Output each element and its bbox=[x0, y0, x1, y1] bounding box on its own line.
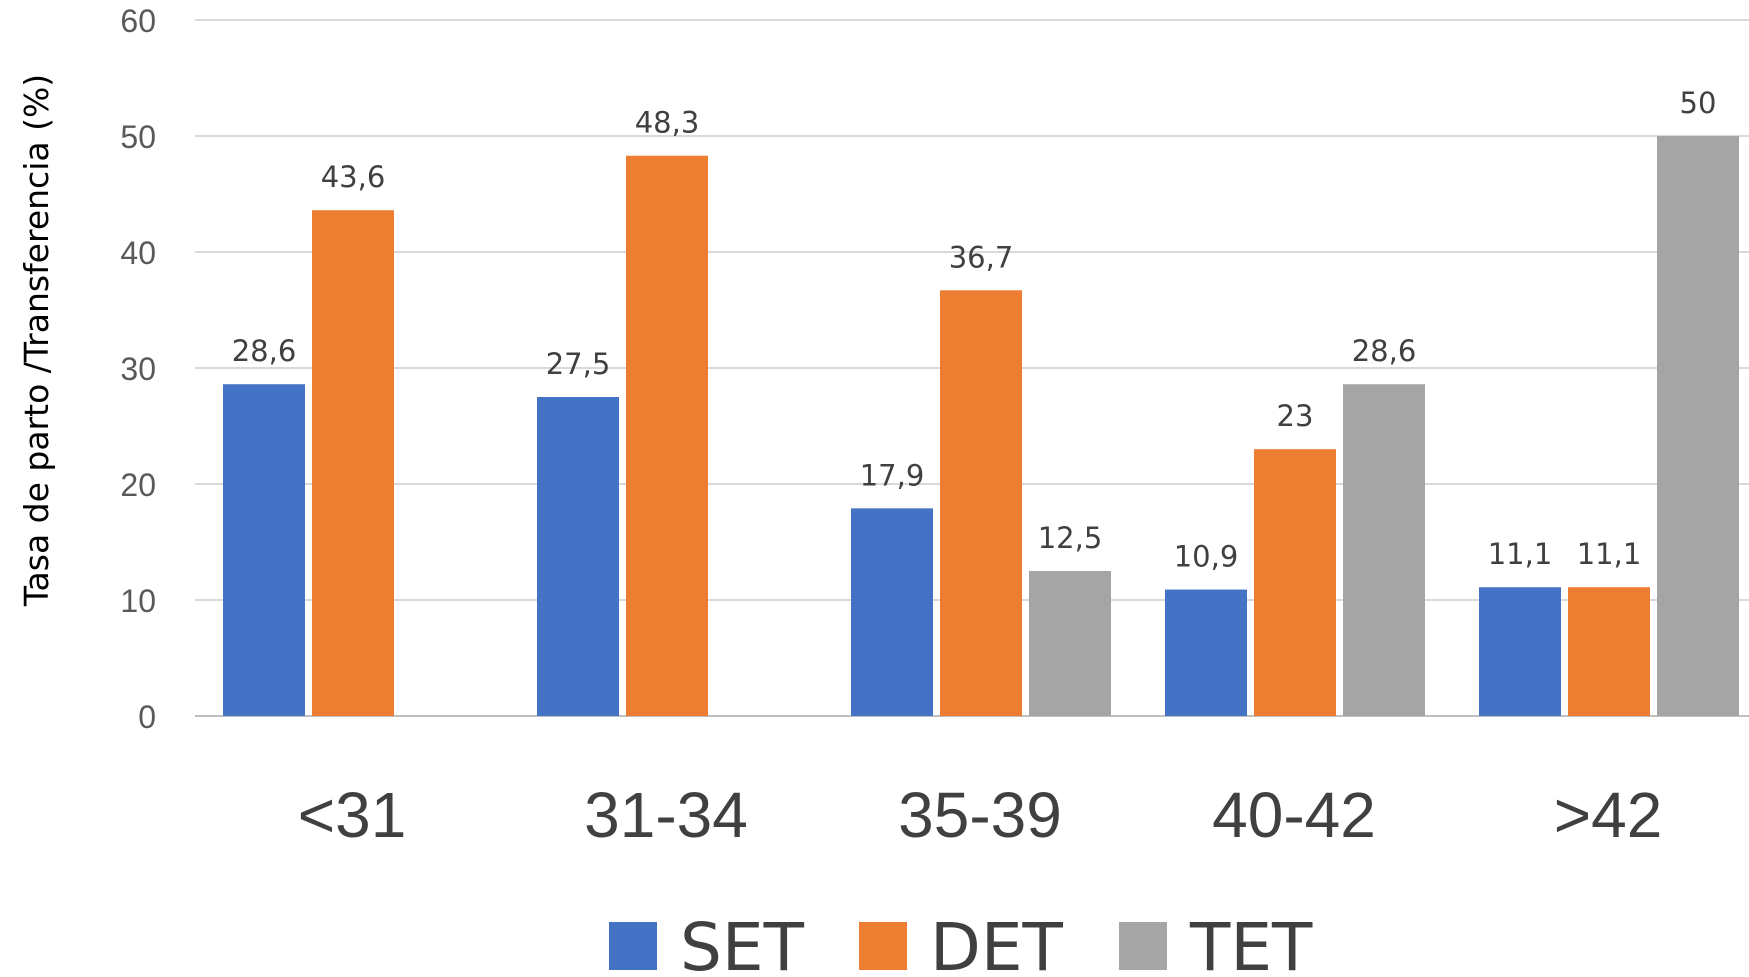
y-tick-label: 30 bbox=[120, 351, 156, 387]
legend-swatch-set bbox=[609, 922, 657, 970]
x-axis-ticks: <31 31-34 35-39 40-42 >42 bbox=[298, 779, 1663, 851]
bar-det bbox=[312, 210, 394, 717]
bar-set bbox=[1479, 587, 1561, 716]
data-labels: 28,6 43,6 27,5 48,3 17,9 36,7 12,5 10,9 23 28,6 11… bbox=[232, 86, 1717, 574]
bar-set bbox=[223, 384, 305, 716]
bar-tet bbox=[1343, 384, 1425, 716]
legend-label-det: DET bbox=[930, 909, 1064, 977]
y-tick-label: 10 bbox=[120, 583, 156, 619]
bar-det bbox=[1568, 587, 1650, 716]
y-tick-label: 50 bbox=[120, 119, 156, 155]
data-label: 12,5 bbox=[1038, 521, 1103, 555]
bar-set bbox=[537, 397, 619, 716]
bar-det bbox=[940, 290, 1022, 716]
data-label: 23 bbox=[1277, 399, 1314, 433]
data-label: 28,6 bbox=[232, 334, 297, 368]
y-tick-label: 60 bbox=[120, 3, 156, 39]
legend: SET DET TET bbox=[609, 909, 1313, 977]
legend-label-tet: TET bbox=[1189, 909, 1313, 977]
x-tick-label: 31-34 bbox=[584, 779, 748, 851]
data-label: 50 bbox=[1680, 86, 1717, 120]
x-tick-label: 40-42 bbox=[1212, 779, 1376, 851]
data-label: 48,3 bbox=[635, 106, 700, 140]
data-label: 10,9 bbox=[1174, 540, 1239, 574]
data-label: 17,9 bbox=[860, 458, 925, 492]
y-tick-label: 40 bbox=[120, 235, 156, 271]
y-axis-label: Tasa de parto /Transferencia (%) bbox=[17, 74, 56, 607]
y-tick-label: 0 bbox=[138, 699, 156, 735]
data-label: 36,7 bbox=[949, 240, 1014, 274]
x-tick-label: >42 bbox=[1554, 779, 1663, 851]
legend-swatch-tet bbox=[1119, 922, 1167, 970]
y-tick-label: 20 bbox=[120, 467, 156, 503]
bar-tet bbox=[1029, 571, 1111, 716]
data-label: 28,6 bbox=[1352, 334, 1417, 368]
x-tick-label: 35-39 bbox=[898, 779, 1062, 851]
bar-det bbox=[626, 155, 708, 717]
bars bbox=[223, 136, 1739, 717]
data-label: 11,1 bbox=[1577, 537, 1642, 571]
data-label: 11,1 bbox=[1488, 537, 1553, 571]
bar-det bbox=[1254, 449, 1336, 716]
bar-set bbox=[851, 508, 933, 716]
data-label: 43,6 bbox=[321, 160, 386, 194]
data-label: 27,5 bbox=[546, 347, 611, 381]
bar-set bbox=[1165, 589, 1247, 716]
legend-swatch-det bbox=[859, 922, 907, 970]
y-axis-ticks: 0 10 20 30 40 50 60 bbox=[120, 3, 156, 735]
bar-tet bbox=[1657, 136, 1739, 716]
x-tick-label: <31 bbox=[298, 779, 407, 851]
legend-label-set: SET bbox=[680, 909, 805, 977]
